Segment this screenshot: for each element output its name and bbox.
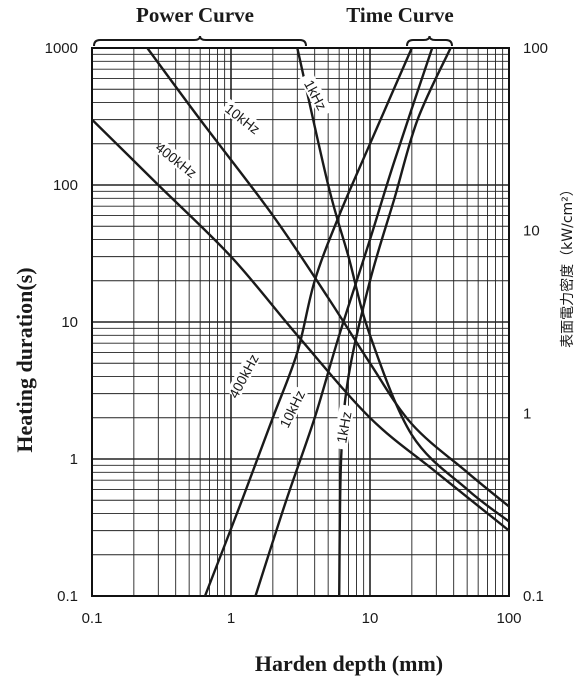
power-curve-400khz bbox=[92, 118, 509, 532]
curve-label-bg bbox=[275, 385, 309, 432]
power-curve-10khz bbox=[146, 48, 509, 508]
header-braces bbox=[93, 35, 453, 47]
power-curve-label-1khz: 1kHz bbox=[301, 77, 330, 113]
power-curve-header: Power Curve bbox=[136, 3, 254, 27]
curve-label-bg bbox=[154, 140, 199, 180]
time-curve-brace bbox=[406, 35, 453, 47]
time-curve-10khz bbox=[254, 48, 434, 596]
plot-frame bbox=[91, 47, 510, 597]
y-tick-label: 100 bbox=[53, 177, 78, 194]
curve-label-bg bbox=[299, 71, 333, 118]
x-tick-label: 10 bbox=[362, 610, 379, 627]
power-curve-1khz bbox=[296, 48, 509, 523]
y2-tick-label: 1 bbox=[523, 405, 531, 422]
power-curve-label-10khz: 10kHz bbox=[222, 100, 263, 137]
y-axis-label: Heating duration(s) bbox=[12, 267, 37, 452]
power-curve-brace bbox=[93, 35, 307, 47]
y2-tick-label: 100 bbox=[523, 40, 548, 57]
curve-label-bg bbox=[220, 98, 265, 138]
time-curve-label-1khz: 1kHz bbox=[333, 410, 354, 444]
y-tick-label: 10 bbox=[61, 314, 78, 331]
plot-curves bbox=[92, 48, 509, 596]
y-tick-label: 1 bbox=[70, 451, 78, 468]
x-tick-label: 100 bbox=[496, 610, 521, 627]
curve-label-bg bbox=[332, 404, 355, 451]
time-curve-1khz bbox=[338, 48, 452, 596]
y2-axis-label: 表面電力密度（kW/cm²） bbox=[559, 182, 576, 348]
y-tick-label: 0.1 bbox=[57, 588, 78, 605]
power-curve-label-400khz: 400kHz bbox=[153, 139, 200, 181]
x-tick-label: 0.1 bbox=[82, 610, 103, 627]
plot-grid bbox=[91, 47, 510, 597]
y2-tick-label: 0.1 bbox=[523, 588, 544, 605]
x-axis-label: Harden depth (mm) bbox=[255, 651, 443, 676]
curve-label-bg bbox=[226, 352, 261, 399]
y-tick-label: 1000 bbox=[45, 40, 78, 57]
time-curve-400khz bbox=[203, 48, 413, 596]
y2-tick-label: 10 bbox=[523, 223, 540, 240]
time-curve-header: Time Curve bbox=[346, 3, 454, 27]
x-tick-label: 1 bbox=[227, 610, 235, 627]
